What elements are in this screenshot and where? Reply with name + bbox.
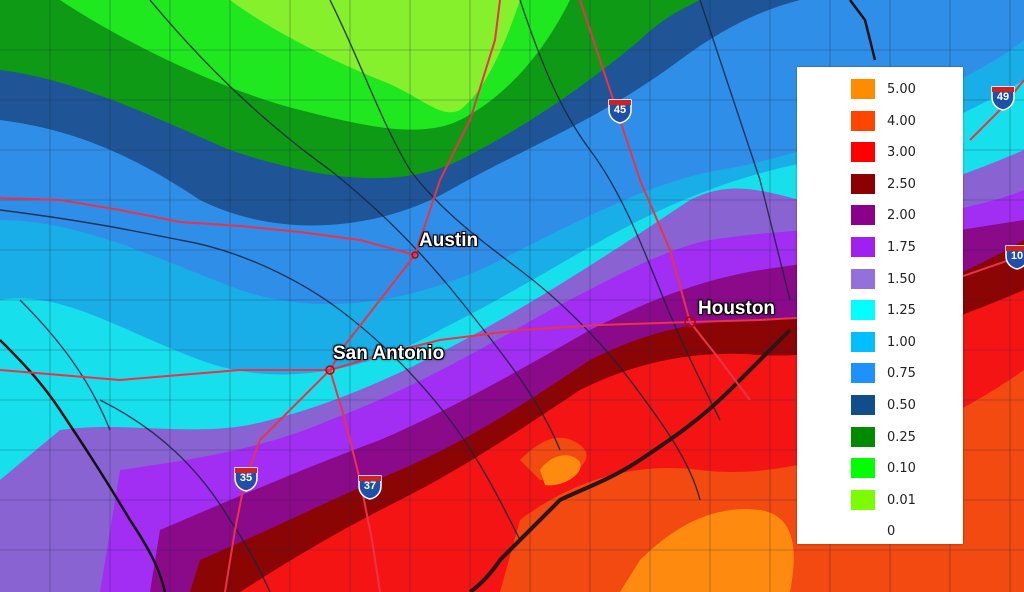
legend-item: 3.00 [797,134,963,164]
legend-swatch [851,395,875,415]
rivers [0,0,791,592]
legend-swatch [851,173,875,194]
band-500-b [540,455,581,486]
houston-marker [684,316,696,328]
band-001 [230,0,520,113]
legend-item: 0.01 [797,482,963,512]
legend-item: 1.50 [797,261,963,291]
legend-swatch [851,205,875,226]
precipitation-legend: 5.00 4.00 3.00 2.50 2.00 1.75 1.50 1.25 1.00 0.75… [797,67,963,544]
interstate-37-shield-icon: 37 [357,474,383,500]
state-border-east [849,0,877,61]
legend-item: 5.00 [797,71,963,101]
interstate-37-label: 37 [363,480,377,492]
legend-item: 0 [797,513,963,543]
legend-label: 0.50 [887,398,916,413]
legend-label: 2.00 [887,208,916,224]
interstate-45-label: 45 [613,104,627,116]
legend-item: 1.75 [797,229,963,259]
legend-item: 1.25 [797,292,963,322]
interstate-49-label: 49 [996,91,1010,103]
legend-label: 1.00 [887,334,916,350]
legend-item: 0.75 [797,355,963,385]
legend-label: 4.00 [887,113,916,129]
legend-swatch [851,331,875,352]
legend-item: 4.00 [797,103,963,133]
legend-swatch [851,79,875,99]
legend-swatch [851,521,875,541]
legend-swatch [851,458,875,479]
legend-label: 0 [887,524,896,540]
legend-swatch [851,300,875,321]
austin-marker [411,251,419,259]
legend-swatch [851,237,875,257]
legend-item: 1.00 [797,324,963,354]
band-500 [620,509,794,592]
legend-item: 0.10 [797,450,963,480]
city-label-san-antonio: San Antonio [333,343,445,364]
legend-label: 1.25 [887,303,916,319]
legend-label: 1.50 [887,271,916,287]
san-antonio-marker [325,365,335,375]
legend-swatch [851,142,875,163]
interstate-35-label: 35 [239,472,253,484]
interstate-10-label: 10 [1010,250,1024,262]
legend-label: 0.10 [887,461,916,477]
legend-label: 1.75 [887,240,916,255]
legend-item: 0.25 [797,419,963,449]
legend-item: 0.50 [797,387,963,417]
interstate-49-shield-icon: 49 [990,85,1016,111]
city-label-austin: Austin [419,230,479,251]
legend-label: 0.25 [887,429,916,445]
legend-label: 3.00 [887,145,916,161]
city-label-houston: Houston [698,298,776,319]
legend-label: 0.01 [887,492,916,508]
legend-item: 2.00 [797,197,963,227]
legend-label: 2.50 [887,176,916,192]
interstate-10-shield-icon: 10 [1004,244,1024,270]
legend-swatch [851,110,875,131]
legend-swatch [851,489,875,510]
legend-label: 0.75 [887,366,916,382]
legend-swatch [851,363,875,384]
legend-swatch [851,268,875,289]
interstate-35-shield-icon: 35 [233,466,259,492]
legend-swatch [851,426,875,447]
legend-label: 5.00 [887,82,916,97]
legend-item: 2.50 [797,166,963,196]
interstate-45-shield-icon: 45 [607,98,633,124]
